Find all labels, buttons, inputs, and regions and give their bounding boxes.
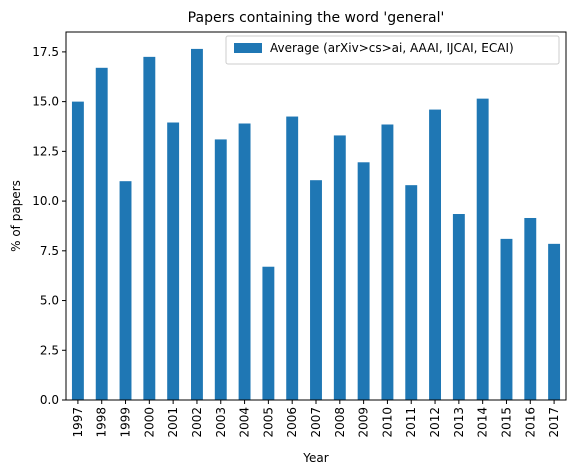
bar-2002 [191, 48, 203, 400]
bar-2016 [524, 217, 537, 400]
x-tick-label: 2008 [333, 407, 347, 438]
bar-2013 [452, 214, 465, 400]
x-tick-label: 2000 [142, 407, 156, 438]
y-tick-label: 17.5 [32, 45, 59, 59]
y-tick-label: 5.0 [40, 294, 59, 308]
y-tick-label: 15.0 [32, 95, 59, 109]
bar-2004 [238, 123, 251, 401]
bar-2012 [429, 109, 441, 401]
bar-2001 [167, 122, 180, 400]
x-tick-label: 1997 [71, 407, 85, 438]
x-tick-label: 2005 [261, 407, 275, 438]
x-tick-label: 2015 [499, 407, 513, 438]
bar-1998 [95, 67, 108, 400]
legend-entry: Average (arXiv>cs>ai, AAAI, IJCAI, ECAI) [270, 41, 514, 55]
bar-2014 [476, 98, 489, 400]
bar-2003 [214, 139, 227, 401]
y-tick-label: 7.5 [40, 244, 59, 258]
x-tick-label: 2001 [166, 407, 180, 438]
legend-swatch [234, 43, 262, 53]
legend: Average (arXiv>cs>ai, AAAI, IJCAI, ECAI) [225, 35, 560, 65]
bar-2009 [357, 162, 370, 400]
x-tick-label: 2012 [428, 407, 442, 438]
x-tick-label: 2010 [380, 407, 394, 438]
bar-2007 [310, 180, 322, 400]
bar-2008 [333, 135, 346, 400]
bar-2017 [548, 243, 561, 400]
y-tick-label: 0.0 [40, 393, 59, 407]
bar-2000 [143, 56, 156, 400]
plot-frame [65, 31, 567, 401]
x-tick-label: 1999 [119, 407, 133, 438]
x-tick-label: 2009 [357, 407, 371, 438]
x-tick-label: 2017 [547, 407, 561, 438]
legend-box [225, 35, 560, 65]
y-tick-label: 10.0 [32, 194, 59, 208]
bar-2015 [500, 238, 513, 400]
x-tick-label: 2013 [452, 407, 466, 438]
x-tick-label: 2006 [285, 407, 299, 438]
x-tick-label: 2007 [309, 407, 323, 438]
x-tick-label: 2004 [238, 407, 252, 438]
x-tick-label: 2014 [476, 407, 490, 438]
y-axis: 0.0 2.5 5.0 7.5 10.0 12.5 15.0 17.5 [32, 45, 66, 407]
x-tick-label: 1998 [95, 407, 109, 438]
bar-1997 [71, 101, 84, 401]
y-axis-label: % of papers [9, 180, 23, 252]
bar-2006 [286, 116, 299, 401]
y-tick-label: 12.5 [32, 144, 59, 158]
bar-2011 [405, 185, 418, 400]
x-tick-label: 2011 [404, 407, 418, 438]
bar-1999 [119, 181, 132, 400]
bar-2005 [262, 266, 275, 400]
x-tick-label: 2003 [214, 407, 228, 438]
x-axis-label: Year [302, 451, 328, 465]
y-tick-label: 2.5 [40, 343, 59, 357]
x-axis: 1997 1998 1999 2000 2001 2002 2003 2004 2005 2006… [71, 400, 561, 438]
bar-2010 [381, 124, 394, 400]
chart-title: Papers containing the word 'general' [188, 10, 445, 26]
bars-layer [71, 48, 561, 401]
x-tick-label: 2016 [523, 407, 537, 438]
x-tick-label: 2002 [190, 407, 204, 438]
